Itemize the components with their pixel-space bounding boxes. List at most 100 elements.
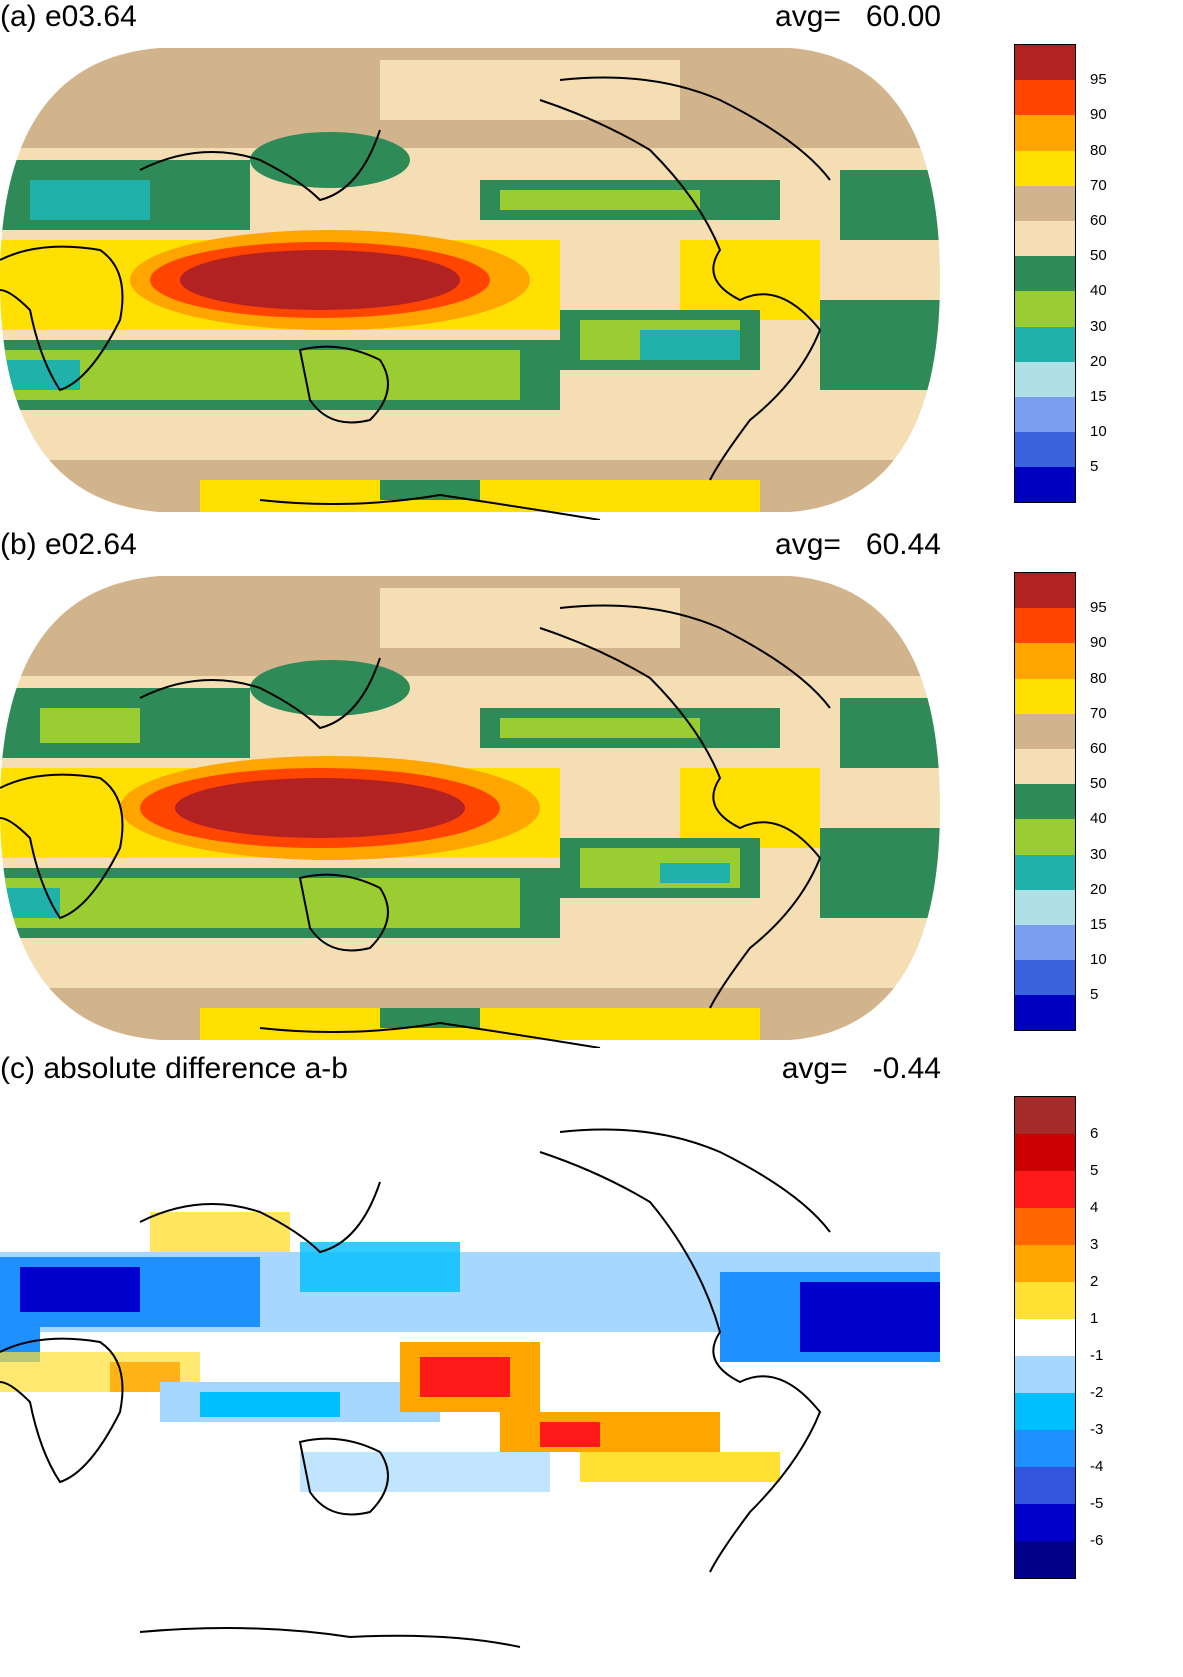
colorbar-cell: [1015, 1245, 1075, 1282]
colorbar-label: 5: [1090, 1162, 1099, 1179]
colorbar-label: 95: [1090, 71, 1107, 89]
colorbar-label: -5: [1090, 1495, 1104, 1512]
panel-title: (a) e03.64: [0, 0, 137, 33]
colorbar-cell: [1015, 291, 1075, 327]
coastlines: [0, 1128, 831, 1648]
panel-title: (c) absolute difference a-b: [0, 1052, 348, 1085]
colorbar-label: 50: [1090, 775, 1107, 793]
colorbar-label: 40: [1090, 282, 1107, 300]
colorbar-cell: [1015, 1171, 1075, 1208]
colorbar-label: 40: [1090, 810, 1107, 828]
average-readout: avg= 60.44: [775, 528, 941, 562]
colorbar-cell: [1015, 678, 1075, 714]
colorbar-label: 1: [1090, 1310, 1099, 1327]
colorbar-label: 2: [1090, 1273, 1099, 1290]
colorbar-cell: [1015, 713, 1075, 749]
colorbar-cell: [1015, 1208, 1075, 1245]
colorbar-cell: [1015, 1504, 1075, 1541]
colorbar-cell: [1015, 115, 1075, 151]
avg-label: avg=: [775, 0, 841, 33]
colorbar-cell: [1015, 80, 1075, 116]
colorbar-cell: [1015, 45, 1075, 81]
colorbar-cell: [1015, 326, 1075, 362]
colorbar-label: 10: [1090, 951, 1107, 969]
colorbar: [1014, 44, 1076, 504]
avg-label: avg=: [775, 528, 841, 561]
colorbar-label: 15: [1090, 388, 1107, 405]
colorbar-label: 80: [1090, 141, 1107, 159]
global-map: [0, 48, 940, 520]
difference-map: [0, 1128, 940, 1648]
colorbar-cell: [1015, 819, 1075, 855]
colorbar: [1014, 572, 1076, 1032]
colorbar-cell: [1015, 1541, 1075, 1578]
colorbar-label: 80: [1090, 669, 1107, 687]
precip-field: [0, 576, 940, 1040]
colorbar-cell: [1015, 1467, 1075, 1504]
colorbar-cell: [1015, 784, 1075, 820]
colorbar-label: 6: [1090, 1125, 1099, 1142]
panel-b: (b) e02.64 avg= 60.44: [0, 528, 1183, 1048]
colorbar-cell: [1015, 1319, 1075, 1356]
colorbar-cell: [1015, 1282, 1075, 1319]
colorbar-cell: [1015, 1393, 1075, 1430]
colorbar-cell: [1015, 1134, 1075, 1171]
colorbar-label: 60: [1090, 740, 1107, 757]
colorbar-cell: [1015, 150, 1075, 186]
colorbar-label: -3: [1090, 1421, 1104, 1438]
colorbar-label: 70: [1090, 176, 1107, 194]
colorbar-cell: [1015, 643, 1075, 679]
colorbar-cell: [1015, 1097, 1075, 1134]
difference-field: [0, 1212, 940, 1492]
global-map: [0, 576, 940, 1048]
colorbar-label: -2: [1090, 1384, 1104, 1401]
colorbar-label: 30: [1090, 317, 1107, 335]
colorbar-label: 50: [1090, 247, 1107, 265]
avg-value: -0.44: [872, 1052, 941, 1085]
colorbar-label: 20: [1090, 352, 1107, 370]
colorbar-label: 90: [1090, 634, 1107, 652]
colorbar-cell: [1015, 185, 1075, 221]
colorbar-label: 20: [1090, 880, 1107, 898]
colorbar-label: 95: [1090, 599, 1107, 617]
colorbar-label: -1: [1090, 1347, 1104, 1364]
colorbar-cell: [1015, 854, 1075, 890]
colorbar-cell: [1015, 1430, 1075, 1467]
colorbar-label: 4: [1090, 1199, 1099, 1216]
colorbar-cell: [1015, 256, 1075, 292]
colorbar-cell: [1015, 608, 1075, 644]
coastlines: [0, 76, 831, 520]
colorbar-cell: [1015, 432, 1075, 468]
panel-a: (a) e03.64 avg= 60.00: [0, 0, 1183, 520]
panel-c: (c) absolute difference a-b avg= -0.44: [0, 1052, 1183, 1672]
colorbar-cell: [1015, 924, 1075, 961]
colorbar-label: 3: [1090, 1236, 1099, 1253]
colorbar-label: 70: [1090, 704, 1107, 722]
colorbar-cell: [1015, 748, 1075, 785]
panel-title: (b) e02.64: [0, 528, 137, 561]
colorbar-label: 5: [1090, 986, 1099, 1004]
coastlines: [0, 604, 831, 1048]
average-readout: avg= 60.00: [775, 0, 941, 34]
colorbar-cell: [1015, 1356, 1075, 1393]
colorbar: [1014, 1096, 1076, 1579]
average-readout: avg= -0.44: [782, 1052, 941, 1086]
precip-field: [0, 48, 940, 512]
colorbar-cell: [1015, 396, 1075, 433]
colorbar-label: 5: [1090, 458, 1099, 476]
colorbar-cell: [1015, 467, 1075, 503]
avg-value: 60.44: [865, 528, 941, 561]
colorbar-label: -6: [1090, 1532, 1104, 1549]
colorbar-cell: [1015, 960, 1075, 996]
avg-value: 60.00: [865, 0, 941, 33]
colorbar-cell: [1015, 889, 1075, 925]
avg-label: avg=: [781, 1052, 848, 1085]
colorbar-label: 30: [1090, 845, 1107, 863]
colorbar-label: 90: [1090, 106, 1107, 124]
colorbar-cell: [1015, 573, 1075, 609]
colorbar-cell: [1015, 220, 1075, 257]
colorbar-label: 15: [1090, 916, 1107, 933]
colorbar-label: 10: [1090, 423, 1107, 441]
colorbar-label: -4: [1090, 1458, 1104, 1475]
colorbar-cell: [1015, 361, 1075, 397]
